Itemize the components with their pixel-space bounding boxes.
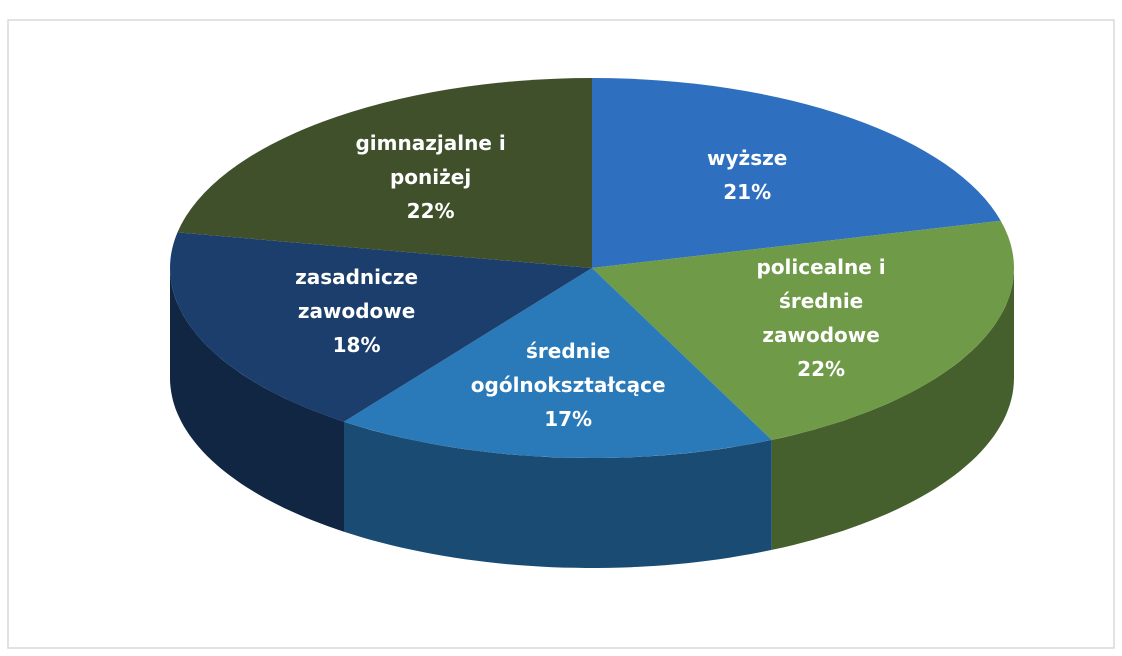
slice: [592, 78, 1001, 268]
slice: [343, 268, 772, 458]
value-label: 17%: [544, 407, 593, 432]
slice-label: wyższe 21%: [647, 141, 847, 209]
category-label: policealne i średnie zawodowe: [756, 255, 886, 348]
category-label: gimnazjalne i poniżej: [355, 131, 506, 190]
value-label: 21%: [723, 179, 772, 204]
category-label: zasadnicze zawodowe: [295, 265, 419, 324]
slice-label: policealne i średnie zawodowe 22%: [721, 250, 921, 386]
slice-label: gimnazjalne i poniżej 22%: [331, 126, 531, 228]
slice-label: średnie ogólnokształcące 17%: [468, 334, 668, 436]
slice-label: zasadnicze zawodowe 18%: [257, 260, 457, 362]
value-label: 22%: [406, 199, 455, 224]
slice: [177, 78, 592, 268]
value-label: 18%: [332, 333, 381, 358]
category-label: średnie ogólnokształcące: [470, 339, 666, 398]
slice-side: [344, 421, 772, 568]
category-label: wyższe: [707, 145, 788, 170]
slice: [170, 232, 593, 422]
slice-side: [170, 268, 344, 532]
slice-side: [771, 268, 1014, 550]
slice: [592, 220, 1014, 440]
value-label: 22%: [797, 357, 846, 382]
